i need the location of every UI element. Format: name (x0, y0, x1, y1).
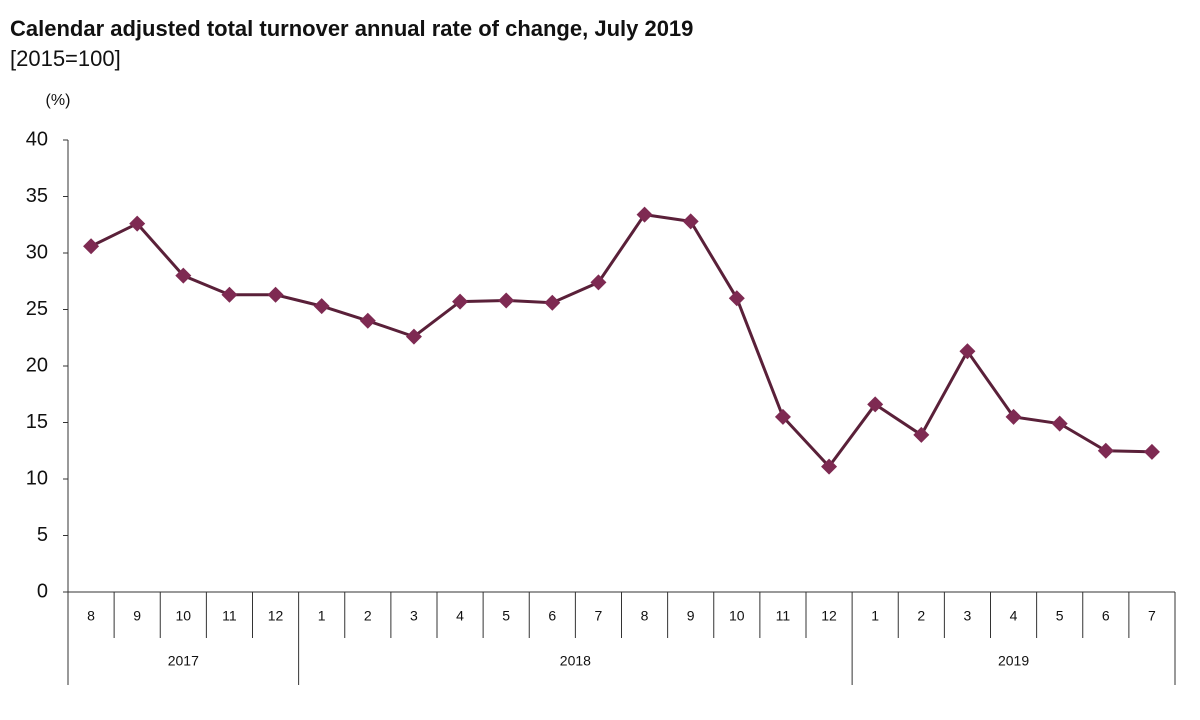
data-point (175, 267, 192, 284)
x-tick-label: 1 (318, 608, 326, 624)
year-label: 2017 (168, 653, 199, 669)
y-tick-label: 35 (26, 185, 48, 207)
x-tick-label: 10 (176, 608, 192, 624)
x-tick-label: 8 (87, 608, 95, 624)
data-point (821, 458, 838, 475)
data-point (498, 292, 515, 309)
data-point (405, 328, 422, 345)
y-tick-label: 0 (37, 580, 48, 602)
data-point (774, 408, 791, 425)
data-point (913, 426, 930, 443)
data-point (1143, 443, 1160, 460)
x-tick-label: 6 (1102, 608, 1110, 624)
data-point (867, 396, 884, 413)
x-tick-label: 3 (410, 608, 418, 624)
data-point (359, 312, 376, 329)
x-tick-label: 4 (456, 608, 464, 624)
data-point (590, 274, 607, 291)
data-point (83, 238, 100, 255)
y-tick-label: 40 (26, 128, 48, 150)
data-point (1097, 442, 1114, 459)
x-tick-label: 9 (687, 608, 695, 624)
y-tick-label: 20 (26, 354, 48, 376)
chart-title: Calendar adjusted total turnover annual … (10, 16, 693, 41)
x-tick-label: 7 (595, 608, 603, 624)
data-point (1051, 415, 1068, 432)
x-tick-label: 4 (1010, 608, 1018, 624)
data-point (267, 286, 284, 303)
y-tick-label: 10 (26, 467, 48, 489)
x-tick-label: 3 (964, 608, 972, 624)
x-tick-label: 2 (917, 608, 925, 624)
x-tick-label: 9 (133, 608, 141, 624)
x-tick-label: 12 (821, 608, 837, 624)
x-tick-label: 1 (871, 608, 879, 624)
data-point (682, 213, 699, 230)
data-point (1005, 408, 1022, 425)
x-tick-label: 6 (548, 608, 556, 624)
data-point (221, 286, 238, 303)
x-tick-label: 7 (1148, 608, 1156, 624)
data-point (959, 343, 976, 360)
data-point (452, 293, 469, 310)
data-point (313, 298, 330, 315)
y-axis-label: (%) (46, 92, 71, 109)
x-tick-label: 5 (502, 608, 510, 624)
year-label: 2019 (998, 653, 1029, 669)
x-tick-label: 11 (222, 608, 237, 624)
y-tick-label: 5 (37, 524, 48, 546)
year-label: 2018 (560, 653, 591, 669)
x-tick-label: 8 (641, 608, 649, 624)
data-point (728, 290, 745, 307)
data-line (90, 212, 1152, 469)
y-tick-label: 30 (26, 241, 48, 263)
x-tick-label: 5 (1056, 608, 1064, 624)
x-tick-label: 10 (729, 608, 745, 624)
x-tick-label: 2 (364, 608, 372, 624)
y-tick-label: 25 (26, 298, 48, 320)
chart-subtitle: [2015=100] (10, 46, 121, 71)
x-tick-label: 11 (776, 608, 791, 624)
data-point (129, 215, 146, 232)
x-tick-label: 12 (268, 608, 284, 624)
data-point (636, 206, 653, 223)
y-tick-label: 15 (26, 411, 48, 433)
data-point (544, 294, 561, 311)
